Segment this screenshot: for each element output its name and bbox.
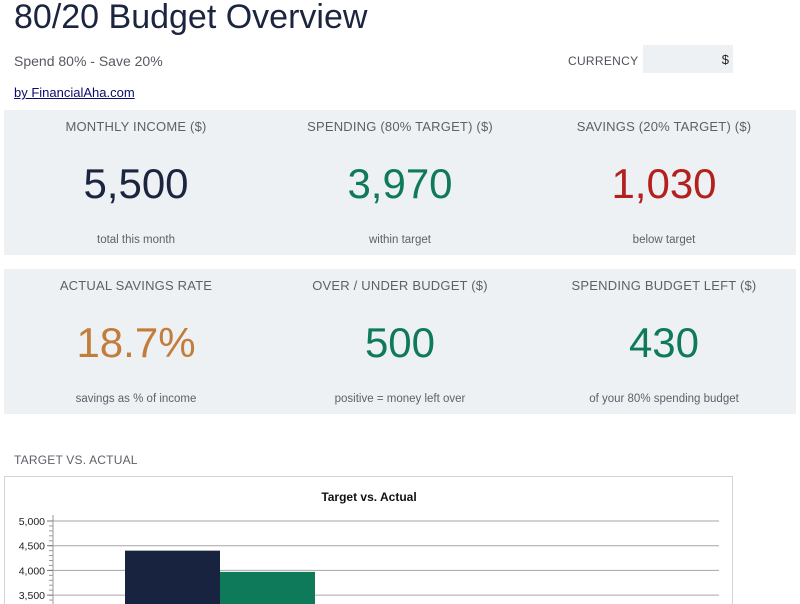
y-tick-label: 4,000 <box>19 565 45 577</box>
kpi-label: SPENDING (80% TARGET) ($) <box>307 119 493 134</box>
target-vs-actual-chart[interactable]: Target vs. Actual 5,000 4,500 4,000 3,500 <box>4 476 733 604</box>
currency-label: CURRENCY <box>568 54 639 68</box>
kpi-value: 430 <box>628 319 700 366</box>
y-tick-label: 5,000 <box>19 516 45 528</box>
y-tick-label: 4,500 <box>19 541 45 553</box>
kpi-savings-rate: ACTUAL SAVINGS RATE 18.7% savings as % o… <box>4 269 268 414</box>
kpi-label: ACTUAL SAVINGS RATE <box>59 278 213 293</box>
kpi-label: SAVINGS (20% TARGET) ($) <box>576 119 752 134</box>
bar-series-2 <box>220 571 315 604</box>
kpi-note: savings as % of income <box>75 393 197 405</box>
kpi-value: 3,970 <box>347 160 453 207</box>
kpi-over-under-budget: OVER / UNDER BUDGET ($) 500 positive = m… <box>268 269 532 414</box>
kpi-label: SPENDING BUDGET LEFT ($) <box>571 278 757 293</box>
kpi-label: MONTHLY INCOME ($) <box>65 119 207 134</box>
kpi-note: positive = money left over <box>334 393 466 405</box>
chart-section-label: TARGET VS. ACTUAL <box>14 453 138 467</box>
kpi-savings: SAVINGS (20% TARGET) ($) 1,030 below tar… <box>532 110 796 255</box>
kpi-value: 18.7% <box>76 319 196 366</box>
chart-canvas: Target vs. Actual 5,000 4,500 4,000 3,500 <box>19 490 719 604</box>
kpi-monthly-income: MONTHLY INCOME ($) 5,500 total this mont… <box>4 110 268 255</box>
page-title: 80/20 Budget Overview <box>14 0 368 36</box>
chart-title: Target vs. Actual <box>321 490 416 504</box>
kpi-spending: SPENDING (80% TARGET) ($) 3,970 within t… <box>268 110 532 255</box>
page-subtitle: Spend 80% - Save 20% <box>14 53 163 69</box>
kpi-row-primary: MONTHLY INCOME ($) 5,500 total this mont… <box>4 110 796 255</box>
y-tick-label: 3,500 <box>19 590 45 602</box>
kpi-note: below target <box>632 234 696 246</box>
kpi-value: 500 <box>364 319 436 366</box>
kpi-note: within target <box>368 234 431 246</box>
kpi-value: 5,500 <box>83 160 189 207</box>
financialaha-link[interactable]: by FinancialAha.com <box>14 85 135 100</box>
kpi-note: total this month <box>97 234 175 246</box>
kpi-value: 1,030 <box>611 160 717 207</box>
bar-series-1 <box>125 550 220 604</box>
kpi-note: of your 80% spending budget <box>589 393 739 405</box>
kpi-label: OVER / UNDER BUDGET ($) <box>312 278 488 293</box>
kpi-row-secondary: ACTUAL SAVINGS RATE 18.7% savings as % o… <box>4 269 796 414</box>
currency-input[interactable] <box>643 45 733 73</box>
kpi-spending-budget-left: SPENDING BUDGET LEFT ($) 430 of your 80%… <box>532 269 796 414</box>
